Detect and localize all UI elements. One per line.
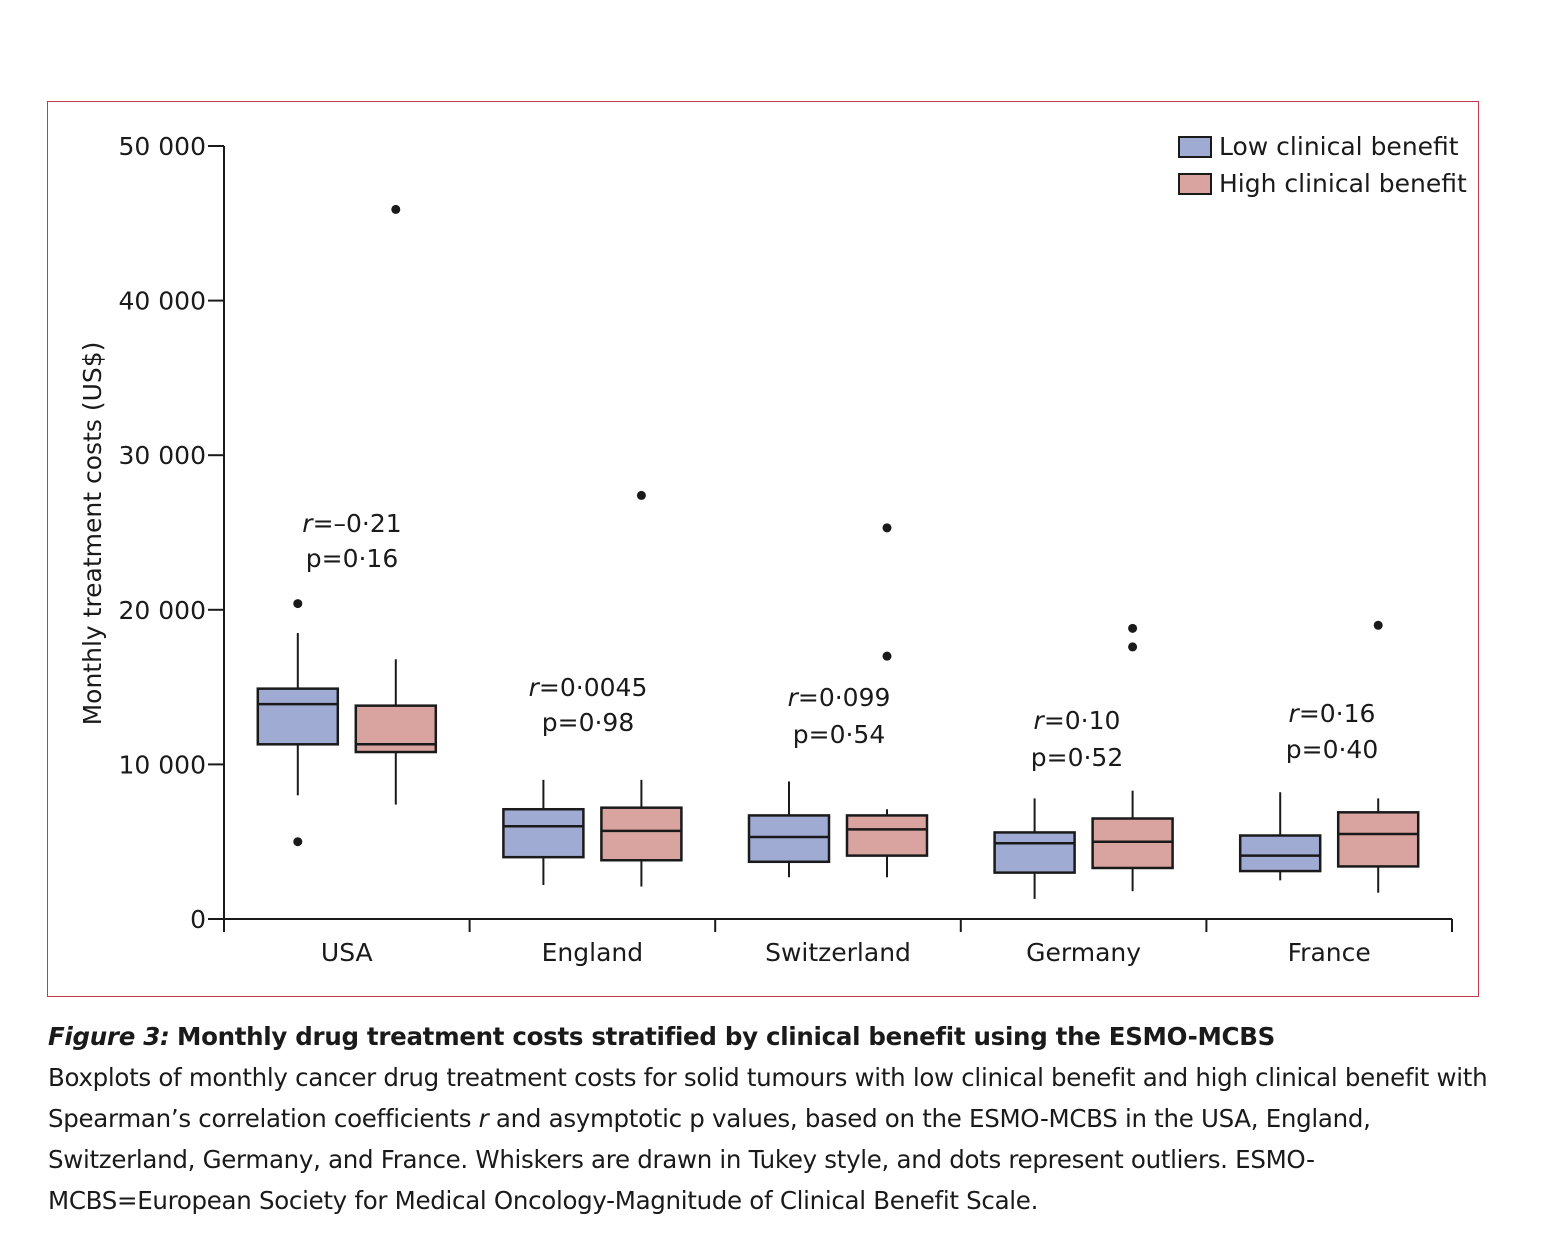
box-high-england — [600, 490, 683, 887]
outlier-point — [293, 599, 303, 609]
box-low-france — [1238, 792, 1322, 881]
box-high-usa — [354, 204, 438, 805]
outlier-point — [1128, 623, 1138, 633]
box-iqr — [1091, 817, 1174, 870]
r-annotation: r=–0·21 — [302, 509, 401, 538]
legend-label: High clinical benefit — [1219, 169, 1467, 198]
r-annotation: r=0·099 — [788, 683, 891, 712]
x-tick-label: France — [1288, 938, 1371, 967]
r-symbol: r — [529, 673, 541, 702]
box-high-germany — [1091, 623, 1174, 892]
x-tick-label: England — [542, 938, 644, 967]
caption-title: Monthly drug treatment costs stratified … — [177, 1022, 1275, 1051]
box-iqr — [747, 814, 831, 864]
y-tick-label: 0 — [190, 905, 206, 934]
box-low-usa — [256, 599, 340, 847]
outlier-point — [1373, 620, 1383, 630]
box-low-england — [502, 779, 585, 885]
outlier-point — [882, 523, 892, 533]
outlier-point — [636, 490, 646, 500]
r-value: =0·099 — [798, 683, 891, 712]
x-tick-label: Germany — [1026, 938, 1141, 967]
figure-caption: Figure 3: Monthly drug treatment costs s… — [48, 1016, 1488, 1221]
caption-body-r: r — [478, 1104, 489, 1133]
p-annotation: p=0·40 — [1286, 735, 1378, 764]
r-value: =0·0045 — [539, 673, 647, 702]
box-high-switzerland — [845, 523, 929, 878]
p-annotation: p=0·54 — [793, 720, 885, 749]
p-annotation: p=0·16 — [306, 544, 398, 573]
box-iqr — [845, 814, 929, 857]
y-tick-label: 30 000 — [119, 441, 206, 470]
y-tick-label: 10 000 — [119, 750, 206, 779]
box-iqr — [502, 807, 585, 859]
figure-panel — [47, 101, 1479, 997]
box-iqr — [1238, 834, 1322, 873]
legend-label: Low clinical benefit — [1219, 132, 1459, 161]
outlier-point — [882, 651, 892, 661]
box-iqr — [1336, 811, 1420, 868]
r-symbol: r — [788, 683, 800, 712]
y-axis-title: Monthly treatment costs (US$) — [78, 342, 107, 726]
r-value: =–0·21 — [313, 509, 402, 538]
annotations: r=–0·21p=0·16r=0·0045p=0·98r=0·099p=0·54… — [302, 509, 1378, 772]
box-high-france — [1336, 620, 1420, 893]
r-value: =0·10 — [1044, 706, 1121, 735]
box-iqr — [256, 687, 340, 746]
y-tick-label: 40 000 — [119, 287, 206, 316]
x-tick-label: USA — [321, 938, 373, 967]
r-value: =0·16 — [1299, 699, 1376, 728]
caption-body-part-2: and asymptotic p values, based on the ES… — [48, 1104, 1371, 1215]
legend-swatch — [1178, 136, 1212, 158]
boxplot-chart: 0 10 000 20 000 30 000 40 000 50 000 Monthly t… — [78, 132, 1467, 967]
x-tick-label: Switzerland — [765, 938, 911, 967]
y-tick-label: 50 000 — [119, 132, 206, 161]
outlier-point — [1128, 642, 1138, 652]
axes: 0 10 000 20 000 30 000 40 000 50 000 Monthly t… — [78, 132, 1453, 967]
p-annotation: p=0·98 — [542, 708, 634, 737]
box-low-switzerland — [747, 781, 831, 878]
legend: Low clinical benefit High clinical benefi… — [1178, 132, 1467, 198]
r-annotation: r=0·16 — [1289, 699, 1376, 728]
box-low-germany — [993, 798, 1076, 899]
r-symbol: r — [1034, 706, 1046, 735]
y-tick-label: 20 000 — [119, 596, 206, 625]
outlier-point — [391, 204, 401, 214]
r-symbol: r — [302, 509, 314, 538]
caption-label: Figure 3: — [48, 1022, 170, 1051]
caption-body-part-1: Boxplots of monthly cancer drug treatmen… — [48, 1063, 1488, 1133]
outlier-point — [293, 837, 303, 847]
boxes — [256, 204, 1420, 899]
box-iqr — [600, 806, 683, 862]
caption-body: Boxplots of monthly cancer drug treatmen… — [48, 1057, 1488, 1221]
p-annotation: p=0·52 — [1031, 743, 1123, 772]
legend-swatch — [1178, 173, 1212, 195]
r-annotation: r=0·0045 — [529, 673, 648, 702]
r-symbol: r — [1289, 699, 1301, 728]
r-annotation: r=0·10 — [1034, 706, 1121, 735]
box-iqr — [993, 831, 1076, 874]
